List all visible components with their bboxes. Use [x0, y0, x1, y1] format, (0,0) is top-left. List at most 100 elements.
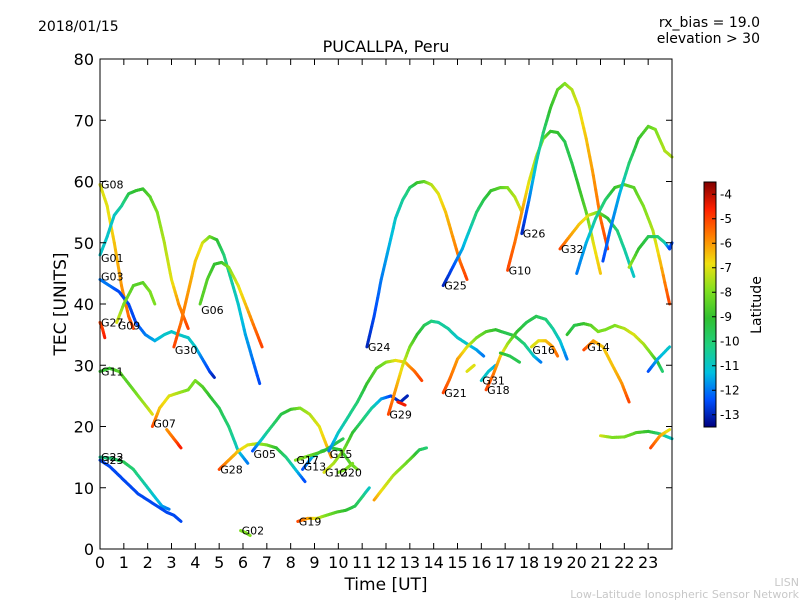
series-G20-segment — [349, 461, 355, 466]
series-G06 — [198, 260, 264, 349]
colorbar-tick-label: -9 — [720, 310, 732, 324]
colorbar-tick-label: -8 — [720, 285, 732, 299]
series-G22b — [599, 429, 674, 441]
satellite-label-G01: G01 — [101, 252, 124, 265]
series-G07b-segment — [178, 444, 183, 450]
y-tick-label: 10 — [74, 479, 94, 498]
y-tick-label: 40 — [74, 295, 94, 314]
series-G23 — [98, 458, 183, 523]
x-tick-label: 13 — [400, 553, 420, 572]
satellite-label-G09: G09 — [118, 319, 141, 332]
series-G10b — [601, 124, 674, 263]
series-G05-segment — [328, 453, 333, 459]
satellite-label-G06: G06 — [201, 304, 224, 317]
x-tick-label: 4 — [190, 553, 200, 572]
rx-bias-label: rx_bias = 19.0 — [659, 15, 760, 31]
series-G15-segment — [419, 377, 424, 383]
satellite-label-G08: G08 — [101, 179, 124, 192]
y-tick-label: 0 — [84, 540, 94, 559]
elevation-label: elevation > 30 — [657, 31, 760, 47]
colorbar-tick-label: -10 — [720, 334, 740, 348]
series-G12-segment — [404, 394, 409, 399]
series-G12 — [322, 394, 409, 474]
series-G14 — [565, 322, 664, 373]
x-tick-label: 9 — [309, 553, 319, 572]
satellite-label-G21: G21 — [444, 387, 467, 400]
series-G32-segment — [630, 270, 636, 278]
satellite-label-G12: G12 — [325, 466, 348, 479]
series-G21-segment — [538, 359, 543, 364]
series-G14b-segment — [626, 397, 631, 404]
series-G16 — [529, 339, 560, 358]
series-G19b — [372, 446, 428, 502]
satellite-label-G05: G05 — [254, 448, 277, 461]
series-G06-segment — [259, 342, 264, 349]
series-G28 — [217, 442, 307, 484]
date-label: 2018/01/15 — [38, 19, 119, 35]
satellite-label-G20: G20 — [339, 466, 362, 479]
colorbar-tick-label: -6 — [720, 236, 732, 250]
series-G25 — [441, 186, 524, 288]
x-tick-label: 11 — [352, 553, 372, 572]
series-G18 — [484, 314, 569, 392]
series-G22 — [98, 455, 171, 511]
x-tick-label: 18 — [519, 553, 539, 572]
series-layer — [98, 82, 674, 537]
series-G24 — [365, 180, 469, 349]
series-G05 — [251, 406, 333, 459]
series-G16-segment — [555, 353, 560, 358]
x-tick-label: 20 — [566, 553, 586, 572]
credit-line-1: LISN — [774, 576, 799, 589]
x-tick-label: 1 — [119, 553, 129, 572]
x-tick-label: 6 — [238, 553, 248, 572]
series-G01 — [98, 187, 190, 330]
series-G03 — [98, 278, 216, 379]
satellite-label-G30: G30 — [175, 344, 198, 357]
x-axis-label: Time [UT] — [343, 575, 427, 595]
colorbar-label: Latitude — [749, 276, 765, 334]
series-G01-segment — [185, 325, 190, 330]
series-G14c-segment — [666, 345, 672, 351]
y-tick-label: 60 — [74, 173, 94, 192]
satellite-label-G22: G22 — [101, 451, 124, 464]
chart-title: PUCALLPA, Peru — [323, 37, 450, 56]
series-G23-segment — [178, 518, 183, 523]
satellite-label-G10: G10 — [509, 264, 532, 277]
colorbar-tick-label: -7 — [720, 261, 732, 275]
satellite-label-G25: G25 — [444, 280, 467, 293]
series-G29-segment — [481, 353, 486, 358]
x-tick-label: 2 — [143, 553, 153, 572]
satellite-label-G14: G14 — [587, 341, 610, 354]
series-G10-segment — [597, 266, 602, 275]
series-G10 — [506, 129, 602, 275]
x-tick-label: 12 — [376, 553, 396, 572]
tick-layer: 0 1 2 3 4 5 6 7 8 9 10 11 12 13 14 15 16 17 18 19 20 21 22 2301… — [74, 50, 672, 572]
y-tick-label: 80 — [74, 50, 94, 69]
x-tick-label: 8 — [286, 553, 296, 572]
y-tick-label: 30 — [74, 356, 94, 375]
series-G11-segment — [150, 411, 154, 416]
series-G17-segment — [340, 437, 345, 442]
x-tick-label: 21 — [590, 553, 610, 572]
satellite-label-G31: G31 — [482, 375, 505, 388]
series-G07b — [165, 428, 183, 450]
series-G18-segment — [564, 354, 569, 361]
colorbar-tick-layer: -4 -5 -6 -7 -8 -9 -10 -11 -12 -13 — [712, 187, 740, 422]
series-G26 — [520, 82, 610, 251]
series-G07 — [150, 379, 250, 465]
series-G19 — [296, 486, 371, 523]
series-G27 — [98, 320, 107, 340]
series-G20 — [336, 461, 355, 474]
satellite-label-G17: G17 — [296, 454, 319, 467]
series-G22c-segment — [666, 428, 672, 433]
colorbar-tick-label: -5 — [720, 212, 732, 226]
series-G30 — [172, 235, 262, 386]
satellite-label-G02: G02 — [242, 525, 265, 538]
satellite-label-G23: G23 — [101, 454, 124, 467]
colorbar-tick-label: -11 — [720, 359, 740, 373]
x-tick-label: 0 — [95, 553, 105, 572]
satellite-label-G19: G19 — [299, 515, 322, 528]
series-G14c — [646, 345, 672, 373]
series-G14b — [582, 339, 631, 404]
